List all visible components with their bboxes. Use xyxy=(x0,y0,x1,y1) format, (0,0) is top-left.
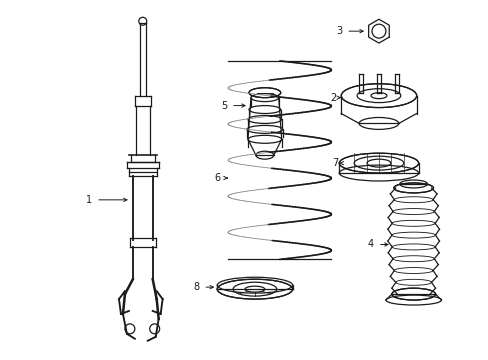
Ellipse shape xyxy=(248,88,280,98)
Text: 4: 4 xyxy=(367,239,373,249)
Ellipse shape xyxy=(393,183,433,193)
Text: 2: 2 xyxy=(329,93,336,103)
Text: 5: 5 xyxy=(221,100,227,111)
Text: 3: 3 xyxy=(336,26,342,36)
Text: 8: 8 xyxy=(193,282,199,292)
Ellipse shape xyxy=(217,279,292,299)
Ellipse shape xyxy=(341,84,416,108)
Ellipse shape xyxy=(391,288,435,300)
Text: 7: 7 xyxy=(331,158,338,168)
Text: 6: 6 xyxy=(214,173,220,183)
Text: 1: 1 xyxy=(86,195,92,205)
Ellipse shape xyxy=(339,153,418,173)
